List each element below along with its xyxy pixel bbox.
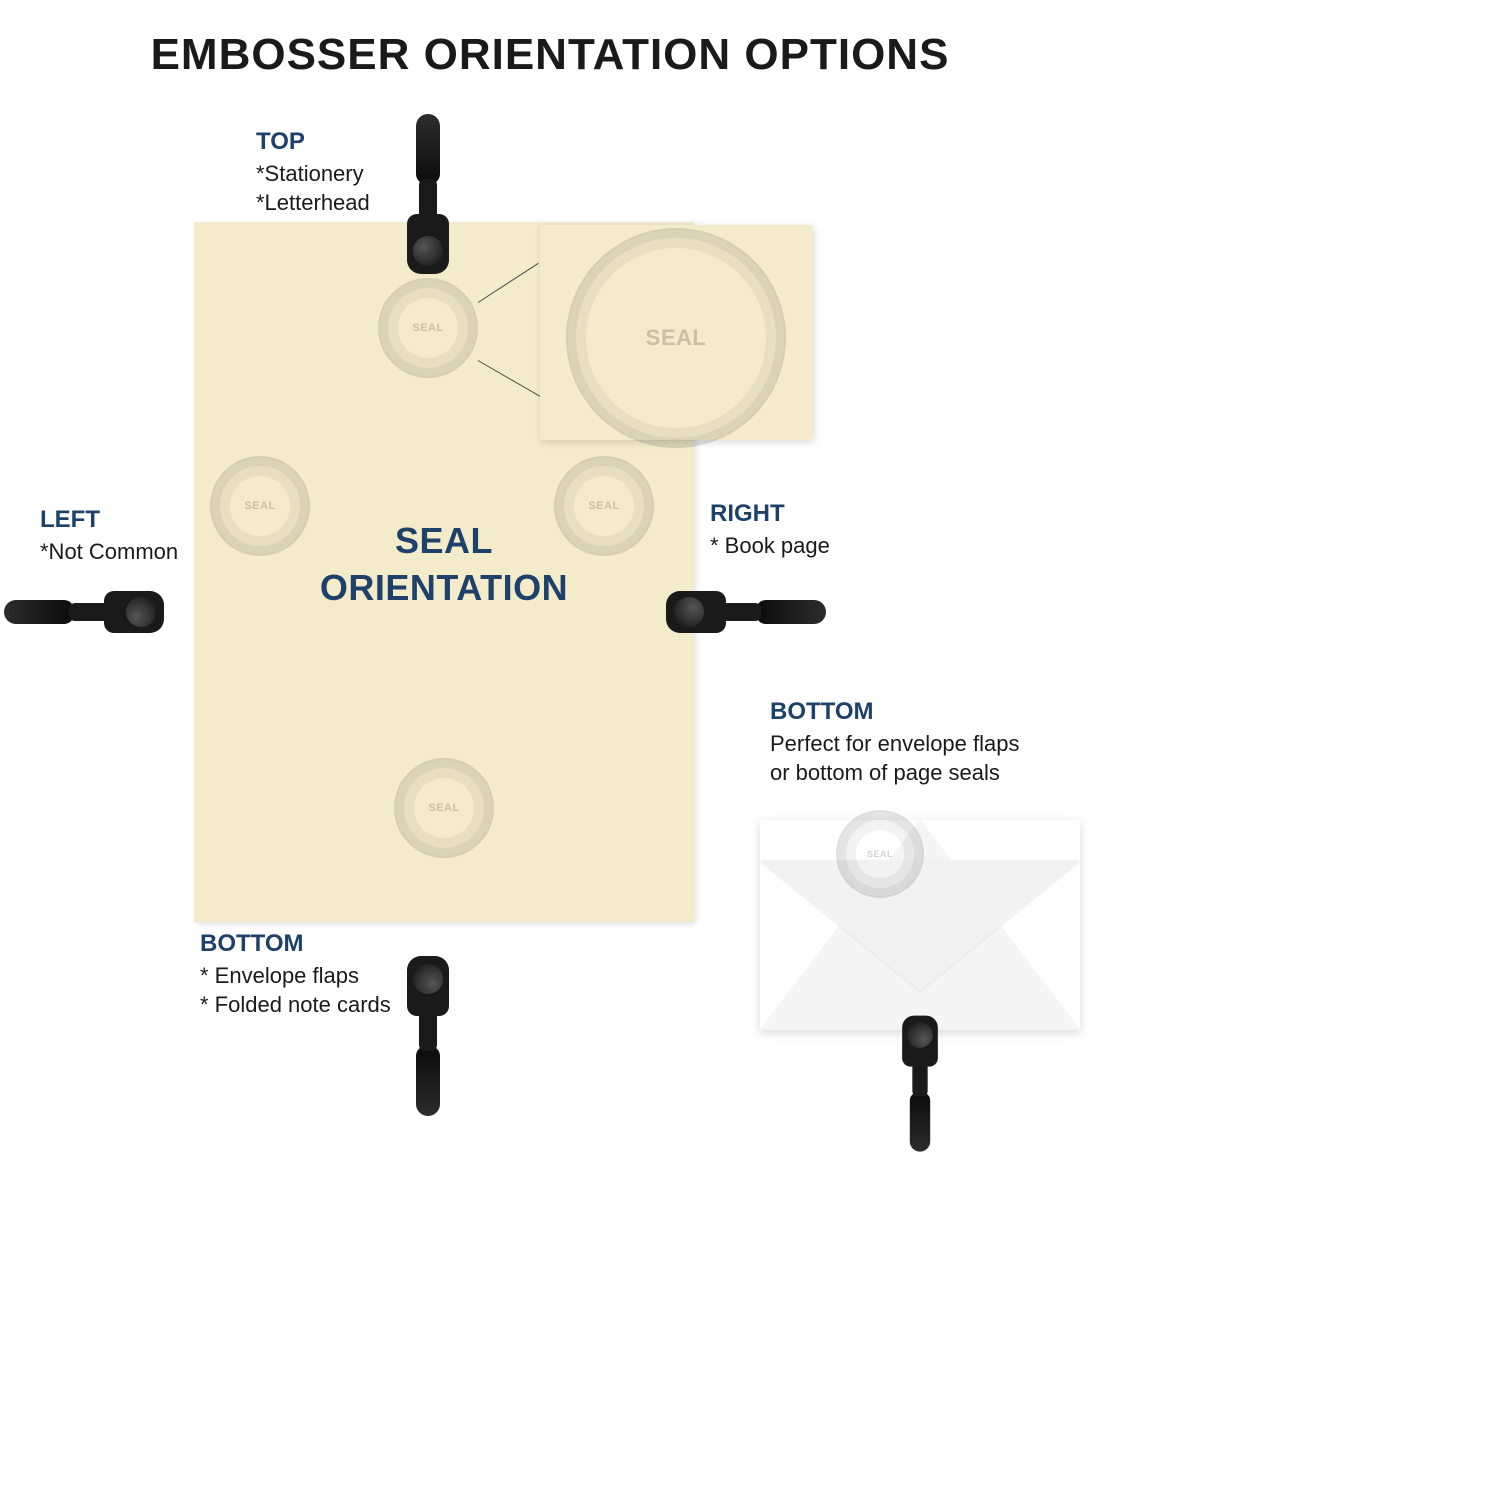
page-title: EMBOSSER ORIENTATION OPTIONS [0, 30, 1100, 80]
embosser-top-icon [402, 114, 454, 274]
label-right: RIGHT * Book page [710, 500, 830, 561]
label-bottom-heading: BOTTOM [200, 930, 391, 958]
seal-impression-zoom: SEAL [566, 228, 786, 448]
embosser-right-icon [666, 586, 826, 638]
label-bottom-envelope-heading: BOTTOM [770, 698, 1019, 726]
embosser-left-icon [4, 586, 164, 638]
label-bottom-line: * Folded note cards [200, 991, 391, 1020]
seal-impression-envelope: SEAL [836, 810, 924, 898]
label-bottom-envelope: BOTTOM Perfect for envelope flaps or bot… [770, 698, 1019, 787]
seal-impression-left: SEAL [210, 456, 310, 556]
seal-impression-right: SEAL [554, 456, 654, 556]
label-right-line: * Book page [710, 532, 830, 561]
label-bottom-envelope-line: Perfect for envelope flaps [770, 730, 1019, 759]
label-bottom-line: * Envelope flaps [200, 962, 391, 991]
label-left-heading: LEFT [40, 506, 178, 534]
embosser-bottom-icon [402, 956, 454, 1116]
label-bottom-envelope-line: or bottom of page seals [770, 759, 1019, 788]
label-left: LEFT *Not Common [40, 506, 178, 567]
label-top-heading: TOP [256, 128, 370, 156]
label-top-line: *Stationery [256, 160, 370, 189]
center-line-2: ORIENTATION [194, 565, 694, 612]
label-top-line: *Letterhead [256, 189, 370, 218]
seal-impression-bottom: SEAL [394, 758, 494, 858]
embosser-envelope-icon [898, 1016, 942, 1152]
seal-impression-top: SEAL [378, 278, 478, 378]
label-left-line: *Not Common [40, 538, 178, 567]
label-top: TOP *Stationery *Letterhead [256, 128, 370, 217]
label-right-heading: RIGHT [710, 500, 830, 528]
label-bottom: BOTTOM * Envelope flaps * Folded note ca… [200, 930, 391, 1019]
